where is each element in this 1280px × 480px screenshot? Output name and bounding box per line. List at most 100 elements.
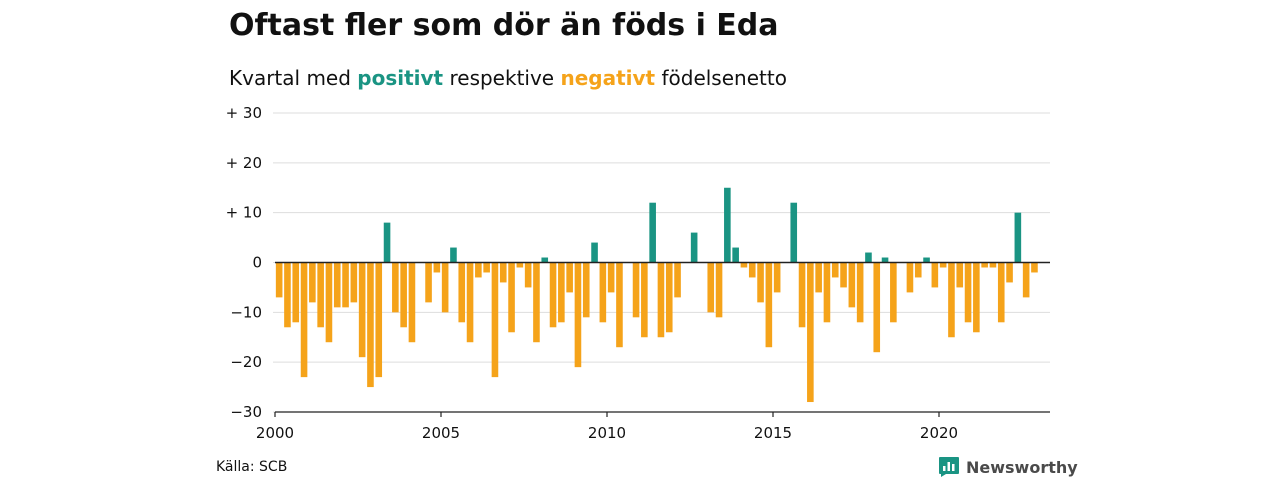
- bar: [707, 262, 715, 313]
- bar: [458, 262, 466, 323]
- bar: [466, 262, 474, 343]
- bar: [616, 262, 623, 348]
- chart-title: Oftast fler som dör än föds i Eda: [229, 8, 779, 43]
- y-tick-label: −10: [230, 303, 262, 321]
- bar: [475, 262, 482, 278]
- x-tick-label: 2020: [920, 424, 958, 442]
- bar: [317, 262, 324, 328]
- bar: [724, 187, 731, 263]
- bar: [823, 262, 831, 323]
- bar: [798, 262, 806, 328]
- bar: [973, 262, 980, 333]
- y-tick-label: + 30: [226, 104, 262, 122]
- bar: [881, 257, 889, 263]
- bar: [533, 262, 540, 343]
- bar: [856, 262, 864, 323]
- bar: [956, 262, 964, 288]
- subtitle-positive-word: positivt: [357, 66, 444, 90]
- bar: [1031, 262, 1038, 273]
- bar: [715, 262, 723, 318]
- bar-layer: [275, 187, 1038, 403]
- bar: [333, 262, 341, 308]
- axis-layer: + 30 + 20 + 10 0 −10 −20 −30 2000 2005 2010 2015 20…: [226, 104, 1050, 442]
- bar: [292, 262, 300, 323]
- bar: [981, 262, 988, 268]
- bar: [890, 262, 897, 323]
- bar: [873, 262, 881, 353]
- subtitle-negative-word: negativt: [560, 66, 656, 90]
- bar: [865, 252, 872, 263]
- brand-name: Newsworthy: [966, 457, 1078, 477]
- bar: [1022, 262, 1030, 298]
- bar: [499, 262, 507, 283]
- bar: [807, 262, 814, 403]
- chart-subtitle: Kvartal med positivt respektive negativt…: [229, 66, 787, 90]
- bar: [425, 262, 432, 303]
- bar: [674, 262, 681, 298]
- bar: [524, 262, 532, 288]
- bar: [342, 262, 349, 308]
- bar: [350, 262, 358, 303]
- bar: [358, 262, 366, 358]
- bar: [948, 262, 955, 338]
- bar: [964, 262, 972, 323]
- bar: [516, 262, 524, 268]
- bar: [383, 222, 391, 263]
- y-tick-label: −20: [230, 353, 262, 371]
- bar: [408, 262, 416, 343]
- brand: Newsworthy: [938, 456, 1078, 478]
- newsworthy-logo-icon: [939, 457, 959, 477]
- bar: [632, 262, 640, 318]
- bar: [840, 262, 847, 288]
- bar: [491, 262, 499, 378]
- bar: [433, 262, 441, 273]
- x-tick-label: 2005: [422, 424, 460, 442]
- bar: [665, 262, 673, 333]
- bar: [997, 262, 1005, 323]
- bar: [541, 257, 549, 263]
- bar: [582, 262, 590, 318]
- x-tick-label: 2000: [256, 424, 294, 442]
- x-tick-label: 2015: [754, 424, 792, 442]
- bar: [549, 262, 557, 328]
- bar: [641, 262, 648, 338]
- bar: [848, 262, 856, 308]
- bar: [599, 262, 607, 323]
- bar: [566, 262, 573, 293]
- bar: [748, 262, 756, 278]
- bar: [757, 262, 764, 303]
- bar: [367, 262, 374, 388]
- bar: [275, 262, 283, 298]
- y-tick-label: + 10: [226, 204, 262, 222]
- bar: [939, 262, 947, 268]
- bar: [392, 262, 399, 313]
- bar: [931, 262, 939, 288]
- bar: [649, 202, 656, 263]
- bar: [284, 262, 291, 328]
- subtitle-middle: respektive: [443, 66, 561, 90]
- bar: [607, 262, 615, 293]
- bar: [558, 262, 565, 323]
- bar: [574, 262, 582, 368]
- bar: [483, 262, 490, 273]
- bar: [400, 262, 407, 328]
- y-tick-label: −30: [230, 403, 262, 421]
- bar: [657, 262, 665, 338]
- x-tick-label: 2010: [588, 424, 626, 442]
- bar: [375, 262, 383, 378]
- bar: [508, 262, 515, 333]
- y-tick-label: 0: [252, 254, 262, 272]
- bar: [831, 262, 839, 278]
- bar: [815, 262, 822, 293]
- bar: [923, 257, 930, 263]
- y-tick-label: + 20: [226, 154, 262, 172]
- bar: [1014, 212, 1022, 263]
- bar: [906, 262, 914, 293]
- bar: [690, 232, 698, 263]
- bar: [732, 247, 739, 263]
- source-note: Källa: SCB: [216, 459, 288, 475]
- bar: [450, 247, 457, 263]
- subtitle-suffix: födelsenetto: [655, 66, 787, 90]
- bar: [441, 262, 449, 313]
- bar: [989, 262, 997, 268]
